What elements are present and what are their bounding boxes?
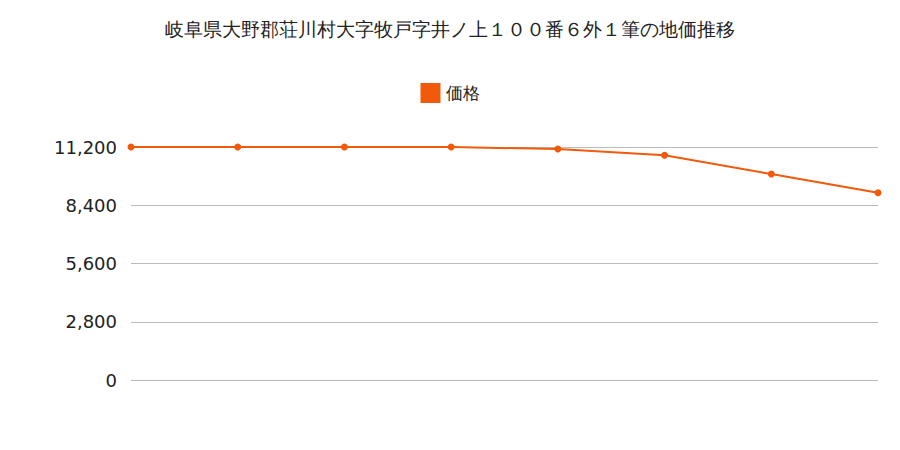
svg-text:0: 0 — [106, 370, 117, 391]
svg-text:11,200: 11,200 — [54, 137, 117, 158]
svg-text:5,600: 5,600 — [65, 253, 117, 274]
svg-text:価格: 価格 — [446, 83, 480, 103]
svg-text:8,400: 8,400 — [65, 195, 117, 216]
svg-text:岐阜県大野郡荘川村大字牧戸字井ノ上１００番６外１筆の地価推移: 岐阜県大野郡荘川村大字牧戸字井ノ上１００番６外１筆の地価推移 — [165, 18, 735, 40]
svg-text:2,800: 2,800 — [65, 311, 117, 332]
